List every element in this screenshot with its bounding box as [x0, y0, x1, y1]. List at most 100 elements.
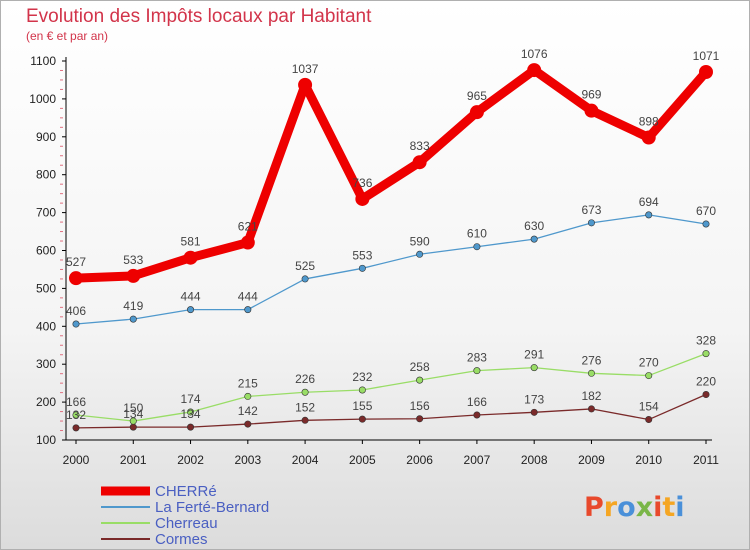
- data-point: [244, 420, 252, 428]
- data-point: [301, 416, 309, 424]
- logo-letter: r: [604, 492, 618, 523]
- chart-title: Evolution des Impôts locaux par Habitant: [26, 6, 372, 27]
- data-label: 215: [238, 376, 258, 390]
- x-tick-label: 2007: [464, 453, 491, 467]
- data-label: 969: [581, 88, 601, 102]
- data-point: [129, 423, 137, 431]
- data-label: 590: [410, 234, 430, 248]
- axes: 100 200 300 400 500 600 700 800 900 1000 1100 2000 2…: [29, 54, 719, 467]
- data-point: [473, 367, 481, 375]
- data-point: [358, 415, 366, 423]
- data-point: [187, 306, 195, 314]
- data-label: 283: [467, 351, 487, 365]
- data-label: 226: [295, 372, 315, 386]
- x-tick-label: 2002: [177, 453, 204, 467]
- data-label: 258: [410, 360, 430, 374]
- legend-label: Cormes: [155, 531, 208, 548]
- data-point: [240, 235, 255, 250]
- data-label: 833: [410, 139, 430, 153]
- logo-letter: o: [617, 492, 636, 523]
- data-point: [584, 103, 599, 118]
- logo-letter: i: [653, 492, 662, 523]
- y-tick-label: 300: [36, 357, 56, 371]
- x-tick-label: 2003: [234, 453, 261, 467]
- data-label: 156: [410, 399, 430, 413]
- series-line-2: [75, 352, 707, 422]
- x-tick-label: 2001: [120, 453, 147, 467]
- data-point: [702, 350, 710, 358]
- data-label: 525: [295, 259, 315, 273]
- data-label: 1071: [693, 49, 720, 63]
- y-tick-label: 200: [36, 395, 56, 409]
- data-label: 1076: [521, 47, 548, 61]
- data-label: 134: [181, 407, 201, 421]
- data-label: 142: [238, 404, 258, 418]
- data-point: [244, 392, 252, 400]
- series-line-3: [75, 393, 707, 429]
- logo-letter: P: [584, 492, 604, 523]
- data-point: [699, 64, 713, 79]
- data-label: 166: [66, 395, 86, 409]
- data-point: [530, 235, 538, 243]
- data-label: 150: [123, 401, 143, 415]
- data-label: 610: [467, 227, 487, 241]
- data-point: [355, 191, 370, 206]
- data-point: [702, 220, 710, 228]
- data-point: [183, 250, 198, 265]
- data-label: 736: [352, 176, 372, 190]
- data-point: [469, 105, 484, 120]
- series-line-1: [75, 214, 707, 325]
- y-tick-label: 100: [36, 433, 56, 447]
- y-tick-label: 700: [36, 206, 56, 220]
- data-point: [645, 416, 653, 424]
- data-point: [530, 408, 538, 416]
- y-tick-label: 500: [36, 281, 56, 295]
- data-point: [69, 271, 83, 286]
- data-label: 1037: [292, 62, 319, 76]
- y-tick-label: 900: [36, 130, 56, 144]
- data-label: 182: [581, 389, 601, 403]
- data-point: [72, 320, 80, 328]
- data-label: 166: [467, 395, 487, 409]
- data-point: [187, 423, 195, 431]
- data-point: [587, 219, 595, 227]
- data-label: 553: [352, 248, 372, 262]
- logo-letter: t: [662, 492, 675, 523]
- data-label: 965: [467, 89, 487, 103]
- data-point: [645, 211, 653, 219]
- legend-label: Cherreau: [155, 515, 218, 532]
- data-point: [645, 372, 653, 380]
- y-tick-label: 400: [36, 319, 56, 333]
- data-label: 173: [524, 392, 544, 406]
- x-tick-label: 2000: [63, 453, 90, 467]
- data-point: [72, 411, 80, 419]
- data-point: [244, 306, 252, 314]
- data-point: [416, 250, 424, 258]
- data-label: 406: [66, 304, 86, 318]
- data-point: [187, 408, 195, 416]
- data-label: 232: [352, 370, 372, 384]
- x-tick-label: 2004: [292, 453, 319, 467]
- data-point: [641, 130, 656, 145]
- legend-label: CHERRé: [155, 483, 217, 500]
- x-tick-label: 2010: [635, 453, 662, 467]
- data-point: [72, 424, 80, 432]
- x-tick-label: 2005: [349, 453, 376, 467]
- data-point: [530, 364, 538, 372]
- x-tick-label: 2011: [693, 453, 719, 467]
- data-point: [129, 417, 137, 425]
- data-point: [358, 264, 366, 272]
- x-tick-label: 2009: [578, 453, 605, 467]
- data-point: [587, 369, 595, 377]
- y-tick-label: 600: [36, 244, 56, 258]
- data-label: 621: [238, 220, 258, 234]
- y-tick-label: 1000: [29, 92, 56, 106]
- data-point: [702, 391, 710, 399]
- data-labels: 132 134 134 142 152 155 156 166 173 182 154 220 166 1…: [66, 47, 720, 422]
- logo-letter: i: [675, 492, 684, 523]
- data-label: 134: [123, 407, 143, 421]
- data-point: [473, 243, 481, 251]
- data-point: [473, 411, 481, 419]
